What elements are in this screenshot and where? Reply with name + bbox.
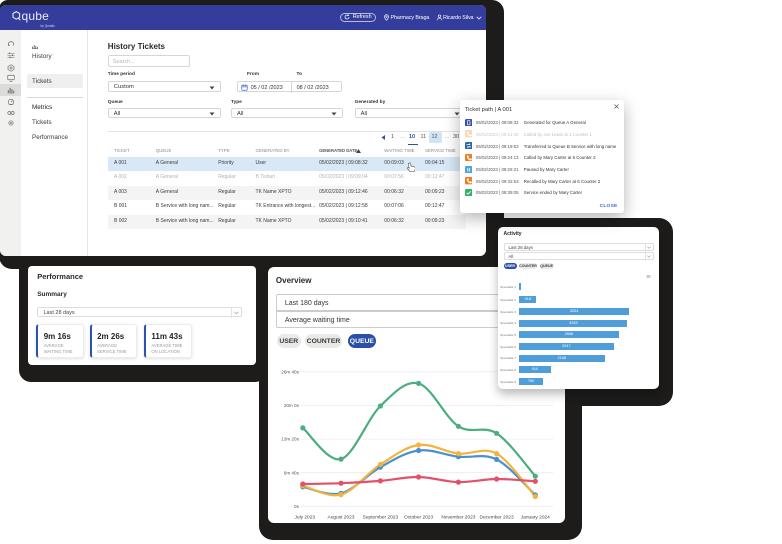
svg-text:0s: 0s xyxy=(294,504,300,509)
svg-text:July 2023: July 2023 xyxy=(295,515,316,521)
svg-text:December 2023: December 2023 xyxy=(480,515,514,521)
svg-text:January 2024: January 2024 xyxy=(521,515,550,521)
svg-text:13m 20s: 13m 20s xyxy=(282,437,300,442)
svg-text:October 2023: October 2023 xyxy=(404,515,433,521)
svg-text:November 2023: November 2023 xyxy=(442,515,476,521)
svg-text:26m 40s: 26m 40s xyxy=(282,370,300,375)
svg-text:20m 0s: 20m 0s xyxy=(284,403,300,408)
svg-text:September 2023: September 2023 xyxy=(363,515,399,521)
svg-text:6m 40s: 6m 40s xyxy=(284,470,300,475)
svg-text:August 2023: August 2023 xyxy=(328,515,355,521)
